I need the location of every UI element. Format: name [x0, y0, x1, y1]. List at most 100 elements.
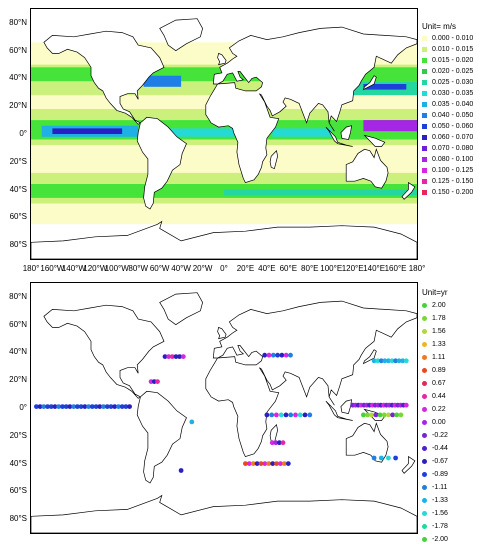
trend-point-agulhas: [266, 461, 272, 466]
continents: [31, 18, 417, 259]
trend-point-pacific: [48, 404, 54, 409]
legend-label: 1.33: [432, 341, 446, 348]
trend-point-agulhas: [270, 461, 276, 466]
legend-swatch: [422, 157, 427, 162]
trend-point-mediterranean-east: [288, 352, 293, 358]
trend-point-kuroshio: [400, 358, 406, 364]
landmass-south-america: [136, 116, 187, 210]
velocity-band-gulf-stream: [143, 75, 182, 87]
trend-point-tasman: [386, 455, 391, 461]
legend-swatch: [422, 179, 427, 184]
longitude-label: 80°W: [128, 264, 149, 273]
velocity-map: [30, 8, 418, 260]
legend-entry: 0.67: [422, 377, 481, 390]
legend-entry: 0.125 - 0.150: [422, 176, 481, 187]
legend-entry: 0.015 - 0.020: [422, 55, 481, 66]
trend-map-panel: 80°N 60°N 40°N 20°N 0° 20°S 40°S 60°S 80°S Unit=…: [0, 278, 481, 550]
trend-point-atlantic-north: [180, 354, 186, 359]
legend-swatch: [422, 58, 427, 63]
legend-label: 2.00: [432, 302, 446, 309]
legend-swatch: [422, 355, 427, 360]
landmass-greenland: [159, 18, 203, 52]
legend-entry: 0.89: [422, 364, 481, 377]
legend-label: 0.060 - 0.070: [432, 134, 474, 141]
trend-point-coral-sea: [365, 412, 370, 418]
longitude-label: 20°W: [192, 264, 213, 273]
trend-point-agulhas: [285, 461, 291, 466]
trend-point-kuroshio: [382, 358, 388, 364]
trend-point-indian: [269, 412, 275, 418]
legend-entry: -0.44: [422, 442, 481, 455]
trend-point-pacific: [127, 404, 132, 409]
legend-entry: 1.78: [422, 312, 481, 325]
longitude-label: 180°: [22, 264, 40, 273]
longitude-label: 80°E: [301, 264, 319, 273]
trend-point-pacific: [116, 404, 121, 409]
trend-point-pacific: [34, 404, 39, 409]
trend-point-atlantic-north: [166, 354, 172, 359]
legend-label: 0.010 - 0.015: [432, 46, 474, 53]
legend-label: -1.78: [432, 523, 448, 530]
landmass-south-america: [136, 390, 187, 484]
legend-entry: 0.22: [422, 403, 481, 416]
trend-point-mediterranean-east: [270, 352, 276, 358]
legend-swatch: [422, 498, 427, 503]
legend-swatch: [422, 524, 427, 529]
trend-point-tasman: [378, 455, 384, 461]
legend-entry: -1.78: [422, 520, 481, 533]
trend-point-kuroshio: [375, 358, 381, 364]
trend-point-atlantic-north: [177, 354, 183, 359]
legend-label: 0.150 - 0.200: [432, 189, 474, 196]
trend-point-pacific: [112, 404, 118, 409]
trend-point-mediterranean-east: [283, 352, 289, 358]
trend-point-atlantic-north: [173, 354, 179, 359]
landmass-madagascar: [269, 149, 278, 170]
velocity-band-indian-equator: [272, 128, 332, 137]
trend-points: [34, 352, 409, 473]
latitude-label: 80°S: [9, 514, 27, 524]
latitude-label: 0°: [19, 129, 27, 138]
legend-entry: 0.44: [422, 390, 481, 403]
landmass-antarctica: [31, 494, 417, 533]
longitude-label: 100°W: [104, 264, 129, 273]
velocity-band-atlantic-equator: [170, 128, 235, 137]
latitude-label: 60°N: [9, 319, 27, 329]
trend-point-mediterranean-east: [266, 352, 272, 358]
trend-point-pacific: [41, 404, 47, 409]
legend-entry: 0.00: [422, 416, 481, 429]
legend-swatch: [422, 113, 427, 118]
latitude-label: 40°N: [9, 347, 27, 357]
legend-entry: 0.040 - 0.050: [422, 110, 481, 121]
trend-point-pacific: [82, 404, 88, 409]
trend-point-falkland: [178, 468, 184, 473]
legend-swatch: [422, 485, 427, 490]
legend-label: -1.33: [432, 497, 448, 504]
trend-point-pacific: [75, 404, 80, 409]
velocity-map-panel: 80°N 60°N 40°N 20°N 0° 20°S 40°S 60°S 80°S Unit=…: [0, 0, 481, 262]
legend-swatch: [422, 420, 427, 425]
trend-point-mozambique: [273, 440, 279, 446]
legend-swatch: [422, 342, 427, 347]
landmass-borneo: [340, 125, 353, 141]
legend-label: 1.11: [432, 354, 446, 361]
landmass-borneo: [340, 399, 353, 415]
longitude-label: 140°E: [363, 264, 386, 273]
trend-point-pacific: [60, 404, 65, 409]
trend-point-pacific: [123, 404, 129, 409]
latitude-label: 60°S: [9, 486, 27, 496]
legend-label: 0.035 - 0.040: [432, 101, 474, 108]
landmass-eurasia-africa: [205, 26, 417, 184]
latitude-label: 80°N: [9, 17, 27, 27]
trend-point-indian: [288, 412, 294, 418]
landmass-indonesia: [325, 126, 353, 147]
trend-point-indian: [307, 412, 313, 418]
legend-label: -0.44: [432, 445, 448, 452]
trend-unit-label: Unit=yr: [422, 288, 448, 297]
landmass-uk: [217, 326, 227, 340]
velocity-band-kuroshio-core: [363, 84, 407, 90]
landmass-antarctica: [31, 220, 417, 259]
legend-swatch: [422, 146, 427, 151]
legend-label: 0.67: [432, 380, 446, 387]
latitude-label: 20°N: [9, 375, 27, 385]
legend-entry: 0.000 - 0.010: [422, 33, 481, 44]
